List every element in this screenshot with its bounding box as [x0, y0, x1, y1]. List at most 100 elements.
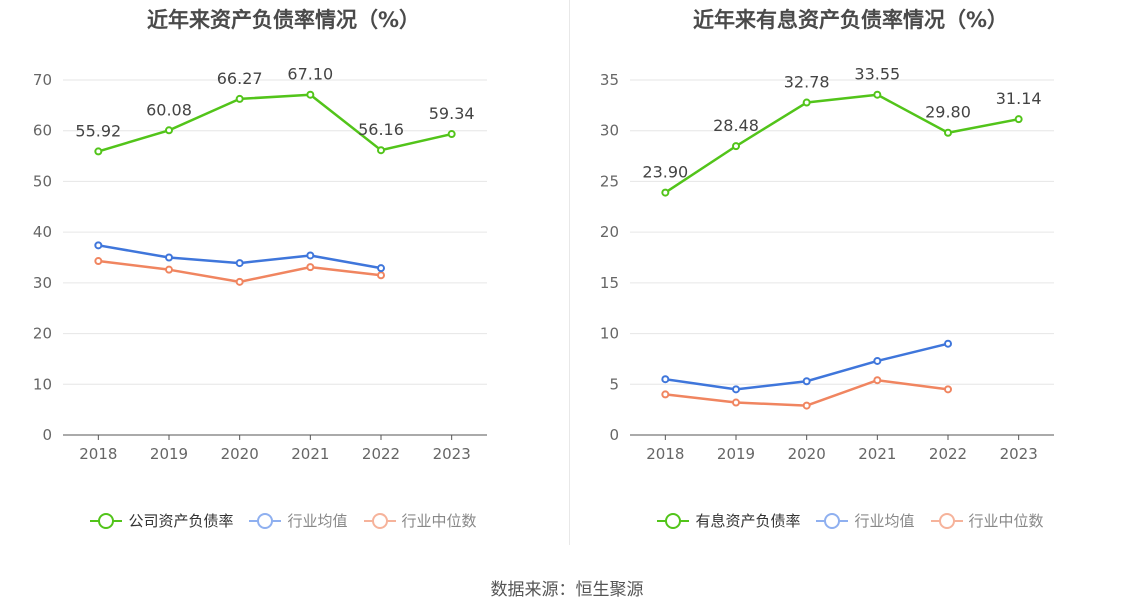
- y-tick-label: 35: [600, 71, 619, 89]
- data-point-avg: [165, 253, 173, 262]
- data-label: 32.78: [784, 73, 830, 92]
- x-tick-label: 2022: [362, 445, 400, 463]
- y-tick-label: 25: [600, 172, 619, 190]
- y-tick-label: 60: [33, 122, 52, 140]
- data-point-avg: [306, 251, 315, 260]
- y-tick-label: 70: [33, 71, 52, 89]
- chart-legend: 公司资产负债率 行业均值 行业中位数: [0, 510, 567, 531]
- data-point-avg: [235, 259, 244, 268]
- x-tick-label: 2019: [150, 445, 188, 463]
- data-label: 28.48: [713, 116, 759, 135]
- data-point-median: [306, 263, 315, 272]
- chart-title: 近年来资产负债率情况（%）: [146, 8, 421, 32]
- y-tick-label: 30: [33, 274, 52, 292]
- data-point-avg: [661, 375, 670, 384]
- data-point-median: [165, 265, 173, 274]
- data-label: 66.27: [217, 69, 263, 88]
- data-point-company: [944, 128, 952, 137]
- data-label: 56.16: [358, 120, 404, 139]
- data-point-avg: [944, 339, 952, 348]
- y-tick-label: 30: [600, 122, 619, 140]
- data-point-company: [447, 130, 456, 139]
- chart-legend: 有息资产负债率 行业均值 行业中位数: [567, 510, 1134, 531]
- x-tick-label: 2022: [929, 445, 967, 463]
- data-point-company: [306, 90, 315, 99]
- legend-label: 行业中位数: [401, 512, 477, 530]
- data-point-avg: [377, 264, 385, 273]
- data-point-avg: [802, 377, 811, 386]
- data-point-company: [1014, 115, 1023, 124]
- series-line-company: [664, 93, 1019, 194]
- legend-label: 行业均值: [287, 512, 348, 530]
- chart-plot: 0 5 10 15 20 25 30 35 2018 2019 2020 2021 2022 2023 23…: [600, 65, 1054, 463]
- data-point-avg: [873, 356, 882, 365]
- data-point-median: [944, 385, 952, 394]
- legend-item-company[interactable]: 有息资产负债率: [657, 510, 800, 531]
- legend-label: 公司资产负债率: [128, 512, 234, 530]
- data-point-company: [377, 146, 385, 155]
- legend-label: 行业中位数: [968, 512, 1044, 530]
- data-point-median: [732, 398, 740, 407]
- legend-item-avg[interactable]: 行业均值: [816, 510, 915, 531]
- legend-item-company[interactable]: 公司资产负债率: [90, 510, 233, 531]
- legend-item-median[interactable]: 行业中位数: [363, 510, 477, 531]
- y-tick-label: 5: [609, 375, 619, 393]
- x-tick-label: 2020: [221, 445, 259, 463]
- data-point-company: [94, 147, 103, 156]
- data-label: 60.08: [146, 100, 192, 119]
- legend-label: 有息资产负债率: [695, 512, 801, 530]
- data-source-footer: 数据来源：恒生聚源: [490, 580, 644, 600]
- data-point-company: [802, 98, 811, 107]
- legend-label: 行业均值: [854, 512, 915, 530]
- panel-divider: [569, 0, 570, 545]
- legend-swatch-icon: [930, 511, 963, 531]
- data-point-company: [732, 142, 740, 151]
- data-point-median: [94, 257, 103, 266]
- y-tick-label: 50: [33, 172, 52, 190]
- series-line-company: [97, 93, 452, 153]
- x-tick-label: 2019: [717, 445, 755, 463]
- y-tick-label: 10: [600, 325, 619, 343]
- data-point-avg: [94, 241, 103, 250]
- data-label: 55.92: [75, 121, 121, 140]
- chart-title: 近年来有息资产负债率情况（%）: [692, 8, 1009, 32]
- data-point-median: [235, 277, 244, 286]
- data-point-company: [165, 126, 173, 135]
- x-tick-label: 2023: [1000, 445, 1038, 463]
- data-point-company: [235, 94, 244, 103]
- x-tick-label: 2023: [433, 445, 471, 463]
- legend-item-avg[interactable]: 行业均值: [249, 510, 348, 531]
- y-tick-label: 10: [33, 375, 52, 393]
- x-tick-label: 2018: [79, 445, 117, 463]
- data-point-median: [661, 390, 670, 399]
- y-tick-label: 0: [609, 426, 619, 444]
- data-point-median: [873, 376, 882, 385]
- data-point-median: [802, 401, 811, 410]
- data-point-company: [661, 188, 670, 197]
- legend-item-median[interactable]: 行业中位数: [930, 510, 1044, 531]
- data-label: 31.14: [996, 89, 1042, 108]
- x-tick-label: 2020: [788, 445, 826, 463]
- chart-plot: 0 10 20 30 40 50 60 70 2018 2019 2020 2021 2022 2023 5…: [33, 65, 487, 463]
- y-tick-label: 20: [33, 325, 52, 343]
- chart-panel-debt-ratio: 近年来资产负债率情况（%） 0 10 20 30 40 50 60 70 2018 2019 202…: [0, 0, 567, 545]
- legend-swatch-icon: [657, 511, 690, 531]
- x-tick-label: 2021: [291, 445, 329, 463]
- data-point-company: [873, 90, 882, 99]
- data-point-avg: [732, 385, 740, 394]
- legend-swatch-icon: [363, 511, 396, 531]
- legend-swatch-icon: [249, 511, 282, 531]
- x-tick-label: 2018: [646, 445, 684, 463]
- chart-panel-interest-debt-ratio: 近年来有息资产负债率情况（%） 0 5 10 15 20 25 30 35 2018 2019 20…: [567, 0, 1134, 545]
- data-label: 29.80: [925, 103, 971, 122]
- y-tick-label: 20: [600, 223, 619, 241]
- legend-swatch-icon: [816, 511, 849, 531]
- y-tick-label: 0: [42, 426, 52, 444]
- x-tick-label: 2021: [858, 445, 896, 463]
- data-label: 33.55: [854, 65, 900, 84]
- legend-swatch-icon: [90, 511, 123, 531]
- y-tick-label: 40: [33, 223, 52, 241]
- y-tick-label: 15: [600, 274, 619, 292]
- data-label: 67.10: [287, 65, 333, 84]
- data-label: 59.34: [429, 104, 475, 123]
